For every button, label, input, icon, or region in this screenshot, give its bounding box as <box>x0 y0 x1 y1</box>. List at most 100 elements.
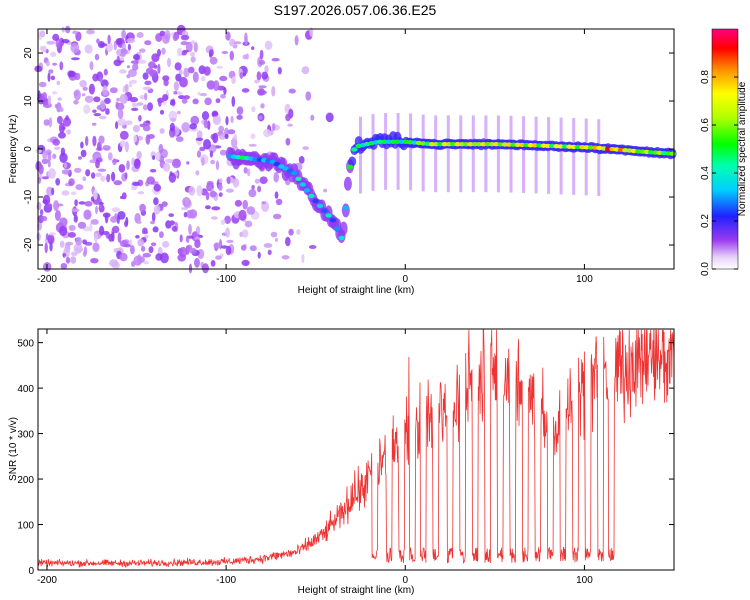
spectrogram-noise-blob <box>302 146 310 150</box>
spectrogram-noise-blob <box>130 79 137 84</box>
spectrogram-noise-blob <box>242 199 248 210</box>
spectrogram-noise-blob <box>55 178 61 186</box>
spectrogram-noise-blob <box>206 80 216 90</box>
spectrogram-noise-blob <box>89 61 94 71</box>
colorbar-label: Normalized spectral amplitude <box>737 81 748 216</box>
spectrogram-noise-blob <box>65 257 71 264</box>
spectrogram-noise-blob <box>68 232 76 238</box>
spectrogram-noise-blob <box>107 34 111 44</box>
spectrogram-noise-blob <box>88 83 95 95</box>
spectrogram-noise-blob <box>219 149 227 156</box>
spectrogram-noise-blob <box>47 234 55 245</box>
spectrogram-noise-blob <box>136 102 144 106</box>
spectrogram-line-core <box>329 218 337 223</box>
spectrogram-noise-blob <box>142 124 151 132</box>
spectrogram-noise-blob <box>137 191 145 195</box>
spectrogram-noise-blob <box>172 159 181 169</box>
spectrogram-noise-blob <box>190 115 200 126</box>
spectrogram-noise-blob <box>288 88 296 94</box>
spectrogram-noise-blob <box>93 189 98 201</box>
spectrogram-noise-blob <box>147 102 153 111</box>
spectrogram-noise-blob <box>52 91 58 95</box>
spectrogram-noise-blob <box>179 234 183 243</box>
spectrogram-noise-blob <box>186 244 193 250</box>
spectrogram-noise-blob <box>97 168 107 172</box>
spectrogram-noise-blob <box>47 151 52 162</box>
spectrogram-ytick-label: 20 <box>23 47 34 59</box>
spectrogram-noise-blob <box>225 245 232 256</box>
spectrogram-smear <box>534 116 538 194</box>
spectrogram-noise-blob <box>225 227 231 238</box>
spectrogram-noise-blob <box>105 108 110 115</box>
spectrogram-noise-blob <box>104 212 109 224</box>
spectrogram-noise-blob <box>39 30 46 38</box>
spectrogram-noise-blob <box>227 129 236 135</box>
spectrogram-noise-blob <box>142 86 152 91</box>
spectrogram-noise-blob <box>150 220 155 225</box>
spectrogram-smear <box>396 113 400 190</box>
spectrogram-line-halo <box>343 176 352 191</box>
spectrogram-noise-blob <box>167 57 171 68</box>
spectrogram-noise-blob <box>189 123 197 130</box>
spectrogram-noise-blob <box>241 229 249 238</box>
spectrogram-noise-blob <box>225 188 234 193</box>
colorbar-axes: 0.0 0.2 0.4 0.6 0.8 <box>700 70 738 276</box>
spectrogram-noise-blob <box>136 32 144 38</box>
spectrogram-noise-blob <box>188 186 196 196</box>
spectrogram-noise-blob <box>212 111 219 117</box>
spectrogram-noise-blob <box>100 79 109 88</box>
spectrogram-noise-blob <box>52 153 57 159</box>
spectrogram-noise-blob <box>231 76 237 84</box>
spectrogram-noise-blob <box>196 150 202 158</box>
spectrogram-noise-blob <box>50 75 56 81</box>
spectrogram-noise-blob <box>254 178 260 184</box>
snr-ytick-label: 100 <box>17 521 34 532</box>
spectrogram-noise-blob <box>84 95 94 104</box>
snr-xtick-label: 0 <box>402 575 408 586</box>
spectrogram-noise-blob <box>152 155 156 161</box>
spectrogram-noise-blob <box>121 29 126 39</box>
spectrogram-noise-blob <box>234 199 242 207</box>
spectrogram-noise-blob <box>258 115 263 120</box>
spectrogram-noise-blob <box>260 103 265 109</box>
snr-series-line <box>37 329 675 569</box>
spectrogram-noise-blob <box>173 90 178 95</box>
spectrogram-noise-blob <box>172 225 178 232</box>
spectrogram-noise-blob <box>182 49 189 53</box>
spectrogram-noise-blob <box>109 87 118 94</box>
spectrogram-noise-blob <box>82 239 87 245</box>
spectrogram-noise-blob <box>93 233 98 243</box>
spectrogram-noise-blob <box>257 251 261 259</box>
spectrogram-noise-blob <box>165 158 174 164</box>
spectrogram-smear <box>509 115 513 193</box>
spectrogram-noise-blob <box>85 169 91 177</box>
spectrogram-noise-blob <box>288 228 294 236</box>
spectrogram-noise-blob <box>73 100 79 105</box>
spectrogram-noise-blob <box>77 221 87 229</box>
spectrogram-noise-blob <box>155 151 161 162</box>
spectrogram-noise-blob <box>59 217 68 227</box>
spectrogram-noise-blob <box>191 40 195 45</box>
snr-marks <box>37 329 675 569</box>
spectrogram-noise-blob <box>93 113 102 117</box>
spectrogram-noise-blob <box>112 158 117 166</box>
spectrogram-noise-blob <box>305 91 312 101</box>
spectrogram-noise-blob <box>90 219 99 225</box>
spectrogram-noise-blob <box>47 95 52 106</box>
spectrogram-ytick-label: 0 <box>23 146 34 152</box>
spectrogram-noise-blob <box>133 255 143 266</box>
spectrogram-noise-blob <box>185 235 190 243</box>
spectrogram-noise-blob <box>82 176 87 182</box>
spectrogram-noise-blob <box>168 213 174 218</box>
spectrogram-noise-blob <box>281 255 290 260</box>
spectrogram-noise-blob <box>177 47 183 57</box>
spectrogram-smear <box>597 119 601 196</box>
spectrogram-noise-blob <box>139 48 146 53</box>
spectrogram-noise-blob <box>53 200 60 212</box>
spectrogram-noise-blob <box>126 74 131 79</box>
spectrogram-noise-blob <box>124 83 129 93</box>
spectrogram-noise-blob <box>310 114 315 121</box>
spectrogram-noise-blob <box>199 146 206 152</box>
spectrogram-xtick-label: -100 <box>216 274 236 285</box>
spectrogram-noise-blob <box>159 231 164 239</box>
